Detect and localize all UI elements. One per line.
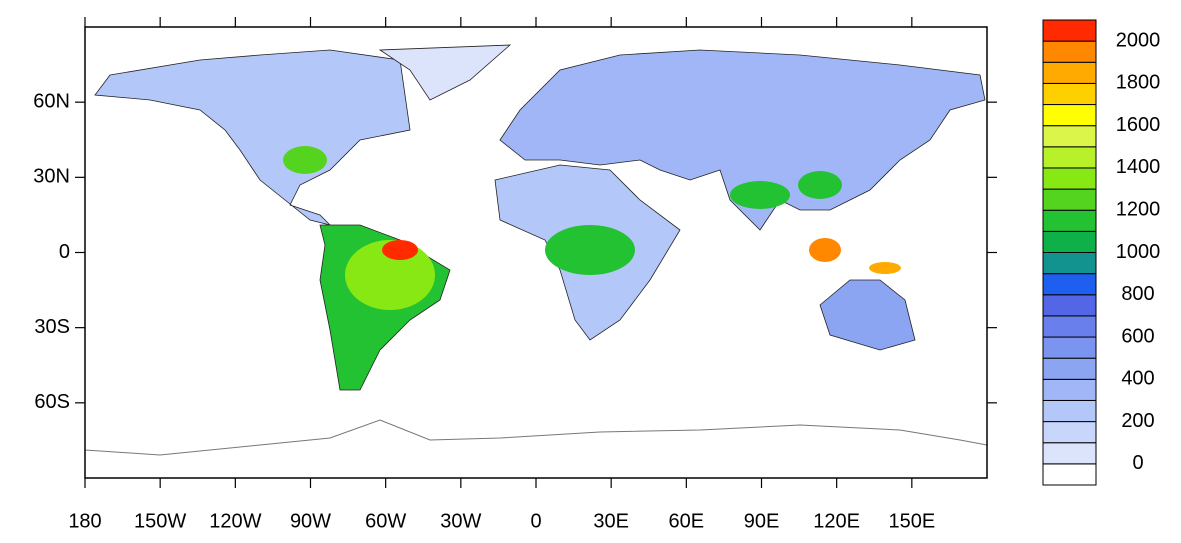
colorbar-label: 1600	[1116, 114, 1161, 136]
colorbar-label: 1800	[1116, 72, 1161, 94]
amazon-core	[382, 240, 418, 260]
x-tick-label: 120W	[209, 510, 261, 532]
eurasia	[499, 49, 986, 231]
x-tick-label: 0	[530, 510, 541, 532]
colorbar-box	[1042, 146, 1097, 169]
colorbar-box	[1042, 357, 1097, 380]
y-tick-label: 60S	[34, 391, 70, 413]
colorbar-box	[1042, 294, 1097, 317]
x-tick-label: 60E	[669, 510, 705, 532]
north-america	[94, 49, 411, 226]
x-tick-label: 30E	[593, 510, 629, 532]
colorbar-label: 800	[1121, 283, 1154, 305]
colorbar-box	[1042, 167, 1097, 190]
central-africa	[545, 225, 635, 275]
colorbar-box	[1042, 378, 1097, 401]
colorbar-label: 1200	[1116, 199, 1161, 221]
colorbar-box	[1042, 40, 1097, 63]
y-tick-label: 30N	[33, 166, 70, 188]
x-tick-label: 60W	[365, 510, 406, 532]
x-tick-label: 180	[68, 510, 101, 532]
antarctica-coast	[84, 419, 988, 456]
east-asia	[798, 171, 842, 199]
amazon	[345, 240, 435, 310]
colorbar-box	[1042, 463, 1097, 486]
x-tick-label: 120E	[813, 510, 860, 532]
australia	[819, 279, 916, 351]
colorbar-label: 2000	[1116, 29, 1161, 51]
colorbar-box	[1042, 104, 1097, 127]
southeast-us	[283, 146, 327, 174]
colorbar-box	[1042, 61, 1097, 84]
colorbar-box	[1042, 230, 1097, 253]
y-tick-label: 60N	[33, 90, 70, 112]
y-tick-label: 30S	[34, 316, 70, 338]
greenland	[378, 44, 512, 101]
colorbar-label: 1400	[1116, 156, 1161, 178]
colorbar-label: 0	[1132, 452, 1143, 474]
wet-regions	[283, 146, 901, 310]
colorbar-box	[1042, 421, 1097, 444]
colorbar-label: 600	[1121, 325, 1154, 347]
colorbar-box	[1042, 399, 1097, 423]
new-guinea	[869, 262, 901, 274]
colorbar-label: 1000	[1116, 241, 1161, 263]
colorbar-box	[1042, 125, 1097, 148]
colorbar-box	[1042, 252, 1097, 275]
colorbar-box	[1042, 209, 1097, 232]
colorbar-box	[1042, 336, 1097, 359]
colorbar-label: 400	[1121, 368, 1154, 390]
colorbar-label: 200	[1121, 410, 1154, 432]
south-asia	[730, 181, 790, 209]
colorbar-box	[1042, 315, 1097, 338]
colorbar-box	[1042, 188, 1097, 211]
x-tick-label: 90W	[290, 510, 331, 532]
colorbar-box	[1042, 82, 1097, 106]
x-tick-label: 30W	[440, 510, 481, 532]
y-tick-label: 0	[59, 241, 70, 263]
colorbar-box	[1042, 273, 1097, 296]
x-tick-label: 90E	[744, 510, 780, 532]
x-tick-label: 150E	[888, 510, 935, 532]
land	[94, 44, 986, 391]
borneo	[809, 238, 841, 262]
x-tick-label: 150W	[134, 510, 186, 532]
colorbar-box	[1042, 442, 1097, 465]
colorbar-box	[1042, 19, 1097, 42]
